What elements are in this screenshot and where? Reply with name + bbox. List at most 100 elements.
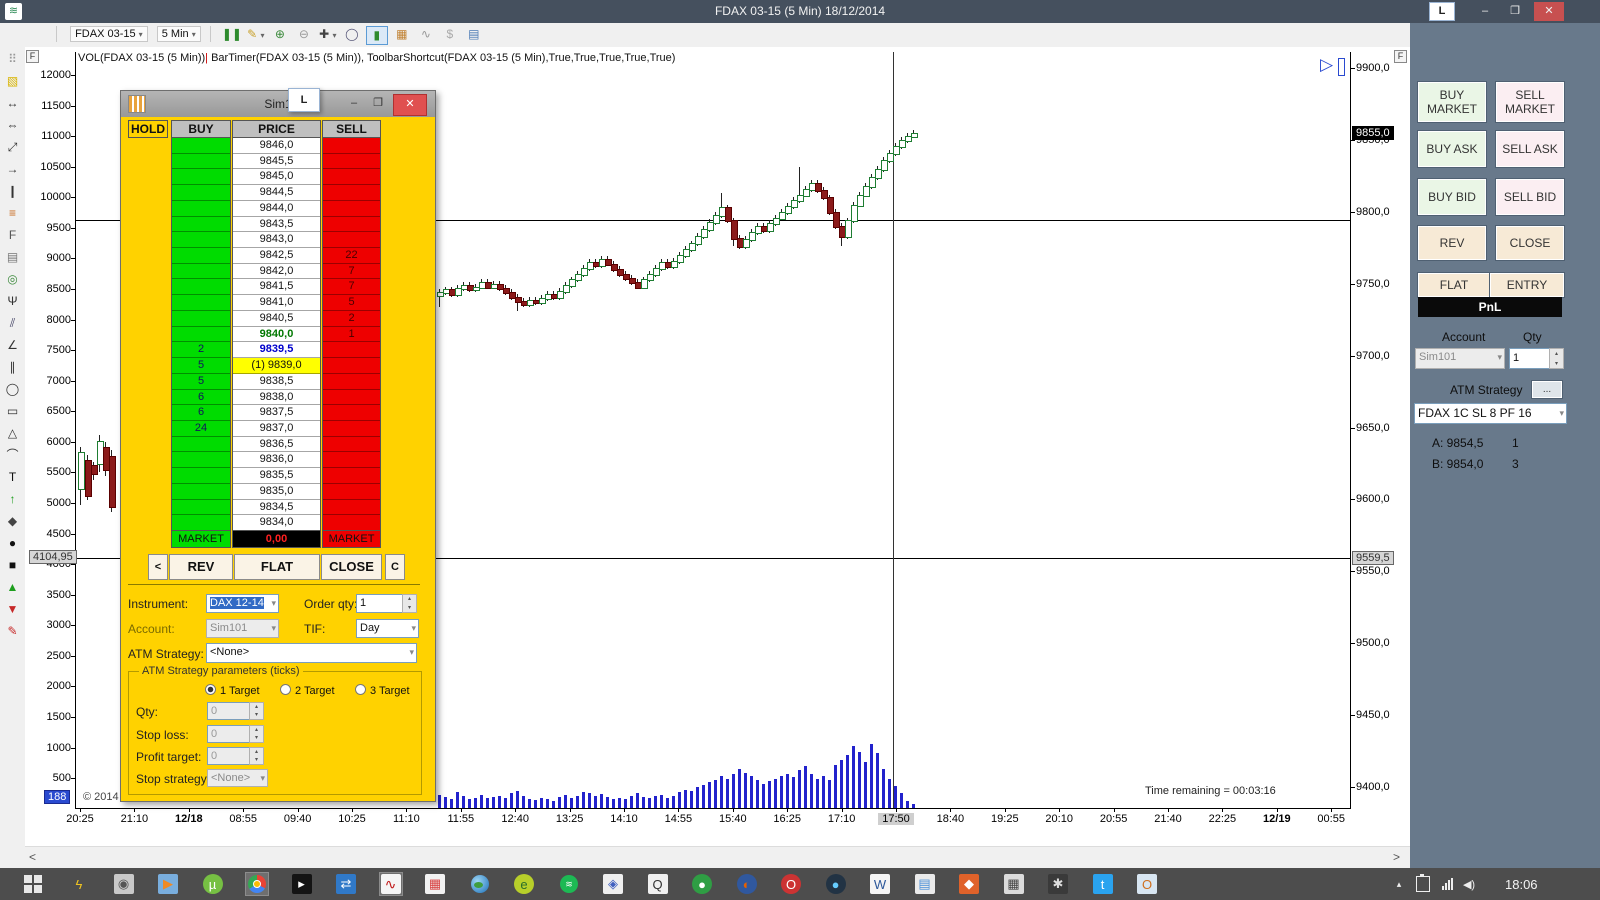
target-icon[interactable]: ◎ xyxy=(7,272,18,286)
note-icon[interactable]: ▧ xyxy=(6,74,19,88)
dom-buy-cell[interactable] xyxy=(172,327,230,343)
radio-3-target[interactable]: 3 Target xyxy=(355,684,410,697)
focus-button-left[interactable]: F xyxy=(26,50,39,63)
fibonacci-icon[interactable]: F xyxy=(8,228,17,242)
chart-trader-icon[interactable]: ▮ xyxy=(365,26,388,45)
dom-price-cell[interactable]: 9837,0 xyxy=(233,421,320,437)
triangle-up-icon[interactable]: ▲ xyxy=(6,580,19,594)
dom-sell-cell[interactable] xyxy=(323,500,380,516)
taskbar-icon-camera[interactable]: ◉ xyxy=(113,873,135,895)
taskbar-clock[interactable]: 18:06 xyxy=(1505,877,1538,892)
dom-buy-cell[interactable] xyxy=(172,515,230,531)
taskbar-icon-outlook[interactable]: O xyxy=(1136,873,1158,895)
drawing-tools-pencil-icon[interactable]: ✎ ▾ xyxy=(247,27,265,41)
taskbar-icon-pattern[interactable]: ▦ xyxy=(424,873,446,895)
taskbar-icon-firefox[interactable]: ◐ xyxy=(736,873,758,895)
dom-price-cell[interactable]: 9834,5 xyxy=(233,500,320,516)
sell-ask-button[interactable]: SELL ASK xyxy=(1496,131,1564,167)
dom-price-cell[interactable]: 9835,0 xyxy=(233,484,320,500)
rev-button[interactable]: REV xyxy=(1418,226,1486,260)
dom-sell-cell[interactable] xyxy=(323,217,380,233)
dom-buy-cell[interactable] xyxy=(172,169,230,185)
strategy-combo[interactable]: FDAX 1C SL 8 PF 16 ▾ xyxy=(1414,403,1567,424)
minimize-button[interactable]: – xyxy=(1481,5,1489,17)
taskbar-icon-opera[interactable]: O xyxy=(780,873,802,895)
dom-sell-cell[interactable] xyxy=(323,405,380,421)
dom-market-sell-button[interactable]: MARKET xyxy=(322,530,381,548)
dom-sell-cell[interactable] xyxy=(323,138,380,154)
arrow-up-icon[interactable]: ↑ xyxy=(9,492,16,506)
dom-close-button[interactable]: ✕ xyxy=(393,94,427,116)
dom-price-cell[interactable]: 9843,5 xyxy=(233,217,320,233)
chart-scrollbar[interactable]: < > xyxy=(25,846,1410,869)
dom-market-buy-button[interactable]: MARKET xyxy=(171,530,231,548)
dom-maximize-button[interactable]: ❐ xyxy=(373,97,383,109)
dom-buy-cell[interactable] xyxy=(172,484,230,500)
triangle-icon[interactable]: △ xyxy=(7,426,18,440)
qty-stepper[interactable]: ▴ ▾ xyxy=(249,702,264,720)
tif-combo[interactable]: Day ▾ xyxy=(356,619,419,638)
zoom-out-icon[interactable]: ⊖ xyxy=(298,27,309,41)
dom-price-cell[interactable]: 9844,0 xyxy=(233,201,320,217)
dom-sell-cell[interactable]: 7 xyxy=(323,279,380,295)
focus-button-right[interactable]: F xyxy=(1394,50,1407,63)
taskbar-icon-chrome[interactable] xyxy=(245,872,269,896)
dom-buy-cell[interactable] xyxy=(172,154,230,170)
taskbar-icon-green-app[interactable]: ● xyxy=(691,873,713,895)
dom-sell-cell[interactable]: 22 xyxy=(323,248,380,264)
dom-buy-cell[interactable] xyxy=(172,311,230,327)
zoom-region-icon[interactable]: ◯ xyxy=(345,27,359,41)
arrow-diagonal-icon[interactable]: ⤢ xyxy=(7,140,18,154)
taskbar-icon-window[interactable]: ▤ xyxy=(914,873,936,895)
dom-buy-cell[interactable] xyxy=(172,201,230,217)
dom-buy-cell[interactable] xyxy=(172,452,230,468)
profit-target-stepper[interactable]: ▴ ▾ xyxy=(249,747,264,765)
maximize-button[interactable]: ❐ xyxy=(1510,5,1520,17)
qty-input[interactable]: 0 xyxy=(207,702,252,720)
dom-sell-cell[interactable] xyxy=(323,374,380,390)
dom-price-cell[interactable]: 9837,5 xyxy=(233,405,320,421)
ruler-icon[interactable]: ✎ xyxy=(7,624,18,638)
taskbar-icon-orange-app[interactable]: ◆ xyxy=(958,873,980,895)
dom-back-button[interactable]: < xyxy=(148,554,168,580)
buy-bid-button[interactable]: BUY BID xyxy=(1418,179,1486,215)
dom-buy-cell[interactable] xyxy=(172,248,230,264)
dom-price-cell[interactable]: 9839,5 xyxy=(233,342,320,358)
dom-sell-cell[interactable] xyxy=(323,154,380,170)
order-qty-stepper[interactable]: ▴ ▾ xyxy=(402,594,417,613)
dom-sell-cell[interactable] xyxy=(323,169,380,185)
dom-minimize-button[interactable]: – xyxy=(350,97,358,109)
dom-sell-cell[interactable] xyxy=(323,390,380,406)
instrument-selector[interactable]: FDAX 03-15 ▾ xyxy=(70,26,148,42)
account-combo[interactable]: Sim101 ▾ xyxy=(206,619,279,638)
data-series-icon[interactable]: ∿ xyxy=(420,27,431,41)
dom-price-cell[interactable]: 9838,5 xyxy=(233,374,320,390)
rectangle-icon[interactable]: ▭ xyxy=(6,404,19,418)
tray-expand-icon[interactable]: ▴ xyxy=(1396,878,1402,889)
dom-price-cell[interactable]: 9840,0 xyxy=(233,327,320,343)
stop-loss-input[interactable]: 0 xyxy=(207,725,252,743)
angle-icon[interactable]: ∠ xyxy=(7,338,18,352)
dom-price-cell[interactable]: (1) 9839,0 xyxy=(233,358,320,374)
dom-price-cell[interactable]: 9840,5 xyxy=(233,311,320,327)
dom-sell-cell[interactable] xyxy=(323,437,380,453)
close-button[interactable]: ✕ xyxy=(1534,2,1564,21)
dom-buy-cell[interactable] xyxy=(172,500,230,516)
dom-price-cell[interactable]: 9846,0 xyxy=(233,138,320,154)
dom-price-cell[interactable]: 9842,0 xyxy=(233,264,320,280)
interval-selector[interactable]: 5 Min ▾ xyxy=(156,26,201,42)
dom-buy-cell[interactable] xyxy=(172,264,230,280)
dom-sell-cell[interactable] xyxy=(323,201,380,217)
taskbar-icon-calculator[interactable]: ▦ xyxy=(1003,873,1025,895)
triangle-down-icon[interactable]: ▼ xyxy=(6,602,19,616)
buy-ask-button[interactable]: BUY ASK xyxy=(1418,131,1486,167)
entry-button[interactable]: ENTRY xyxy=(1490,273,1564,297)
dom-buy-cell[interactable] xyxy=(172,279,230,295)
taskbar-icon-twitter[interactable]: t xyxy=(1092,873,1114,895)
drag-handle-icon[interactable]: ⠿ xyxy=(8,52,17,66)
taskbar-icon-ninjatrader[interactable]: ∿ xyxy=(378,872,403,896)
horizontal-lines-icon[interactable]: ≡ xyxy=(8,206,16,220)
dom-header-hold[interactable]: HOLD xyxy=(128,120,168,138)
dom-price-cell[interactable]: 9845,5 xyxy=(233,154,320,170)
dom-sell-cell[interactable]: 1 xyxy=(323,327,380,343)
